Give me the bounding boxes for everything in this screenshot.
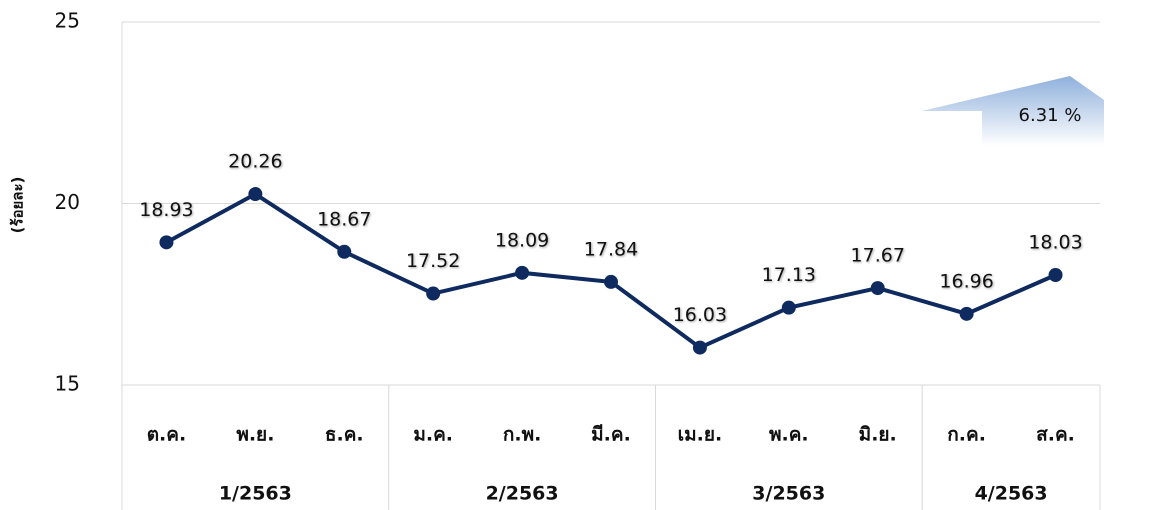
x-tick-label: ส.ค. [1036, 424, 1075, 446]
data-label: 17.67 [851, 245, 905, 267]
data-label: 18.93 [139, 199, 193, 221]
point [781, 300, 796, 315]
point [159, 235, 174, 250]
y-tick-label: 25 [55, 9, 80, 33]
group-label: 3/2563 [752, 483, 825, 505]
x-tick-label: ก.ค. [947, 424, 986, 446]
group-label: 1/2563 [219, 483, 292, 505]
point [870, 281, 885, 296]
x-tick-label: พ.ย. [236, 424, 274, 446]
point [426, 286, 441, 301]
y-tick-label: 15 [55, 372, 80, 396]
x-tick-label: ต.ค. [147, 424, 186, 446]
x-tick-label: เม.ย. [678, 424, 723, 446]
x-tick-label: มี.ค. [591, 424, 631, 446]
x-tick-label: ก.พ. [503, 424, 541, 446]
data-label: 18.67 [317, 208, 371, 230]
group-label: 4/2563 [975, 483, 1048, 505]
data-label: 18.09 [495, 229, 549, 251]
point [337, 244, 352, 259]
x-tick-label: ธ.ค. [325, 424, 364, 446]
point [692, 340, 707, 355]
point [1048, 268, 1063, 283]
data-label: 16.96 [939, 270, 993, 292]
point [248, 187, 263, 202]
point [604, 274, 618, 289]
x-tick-label: มิ.ย. [859, 424, 897, 446]
data-label: 16.03 [673, 304, 727, 326]
x-tick-label: ม.ค. [413, 424, 453, 446]
arrow-annotation [922, 76, 1104, 146]
annotation: 6.31 % [1019, 105, 1082, 126]
y-tick-label: 20 [55, 190, 80, 214]
data-label: 17.84 [584, 238, 638, 260]
point [959, 306, 974, 321]
line [165, 191, 1057, 350]
data-label: 20.26 [228, 151, 282, 173]
data-label: 17.52 [406, 250, 460, 272]
x-tick-label: พ.ค. [769, 424, 809, 446]
point [515, 265, 530, 280]
y-axis-label: (ร้อยละ) [9, 177, 27, 234]
group-label: 2/2563 [486, 483, 559, 505]
data-label: 17.13 [762, 264, 816, 286]
data-label: 18.03 [1028, 232, 1082, 254]
